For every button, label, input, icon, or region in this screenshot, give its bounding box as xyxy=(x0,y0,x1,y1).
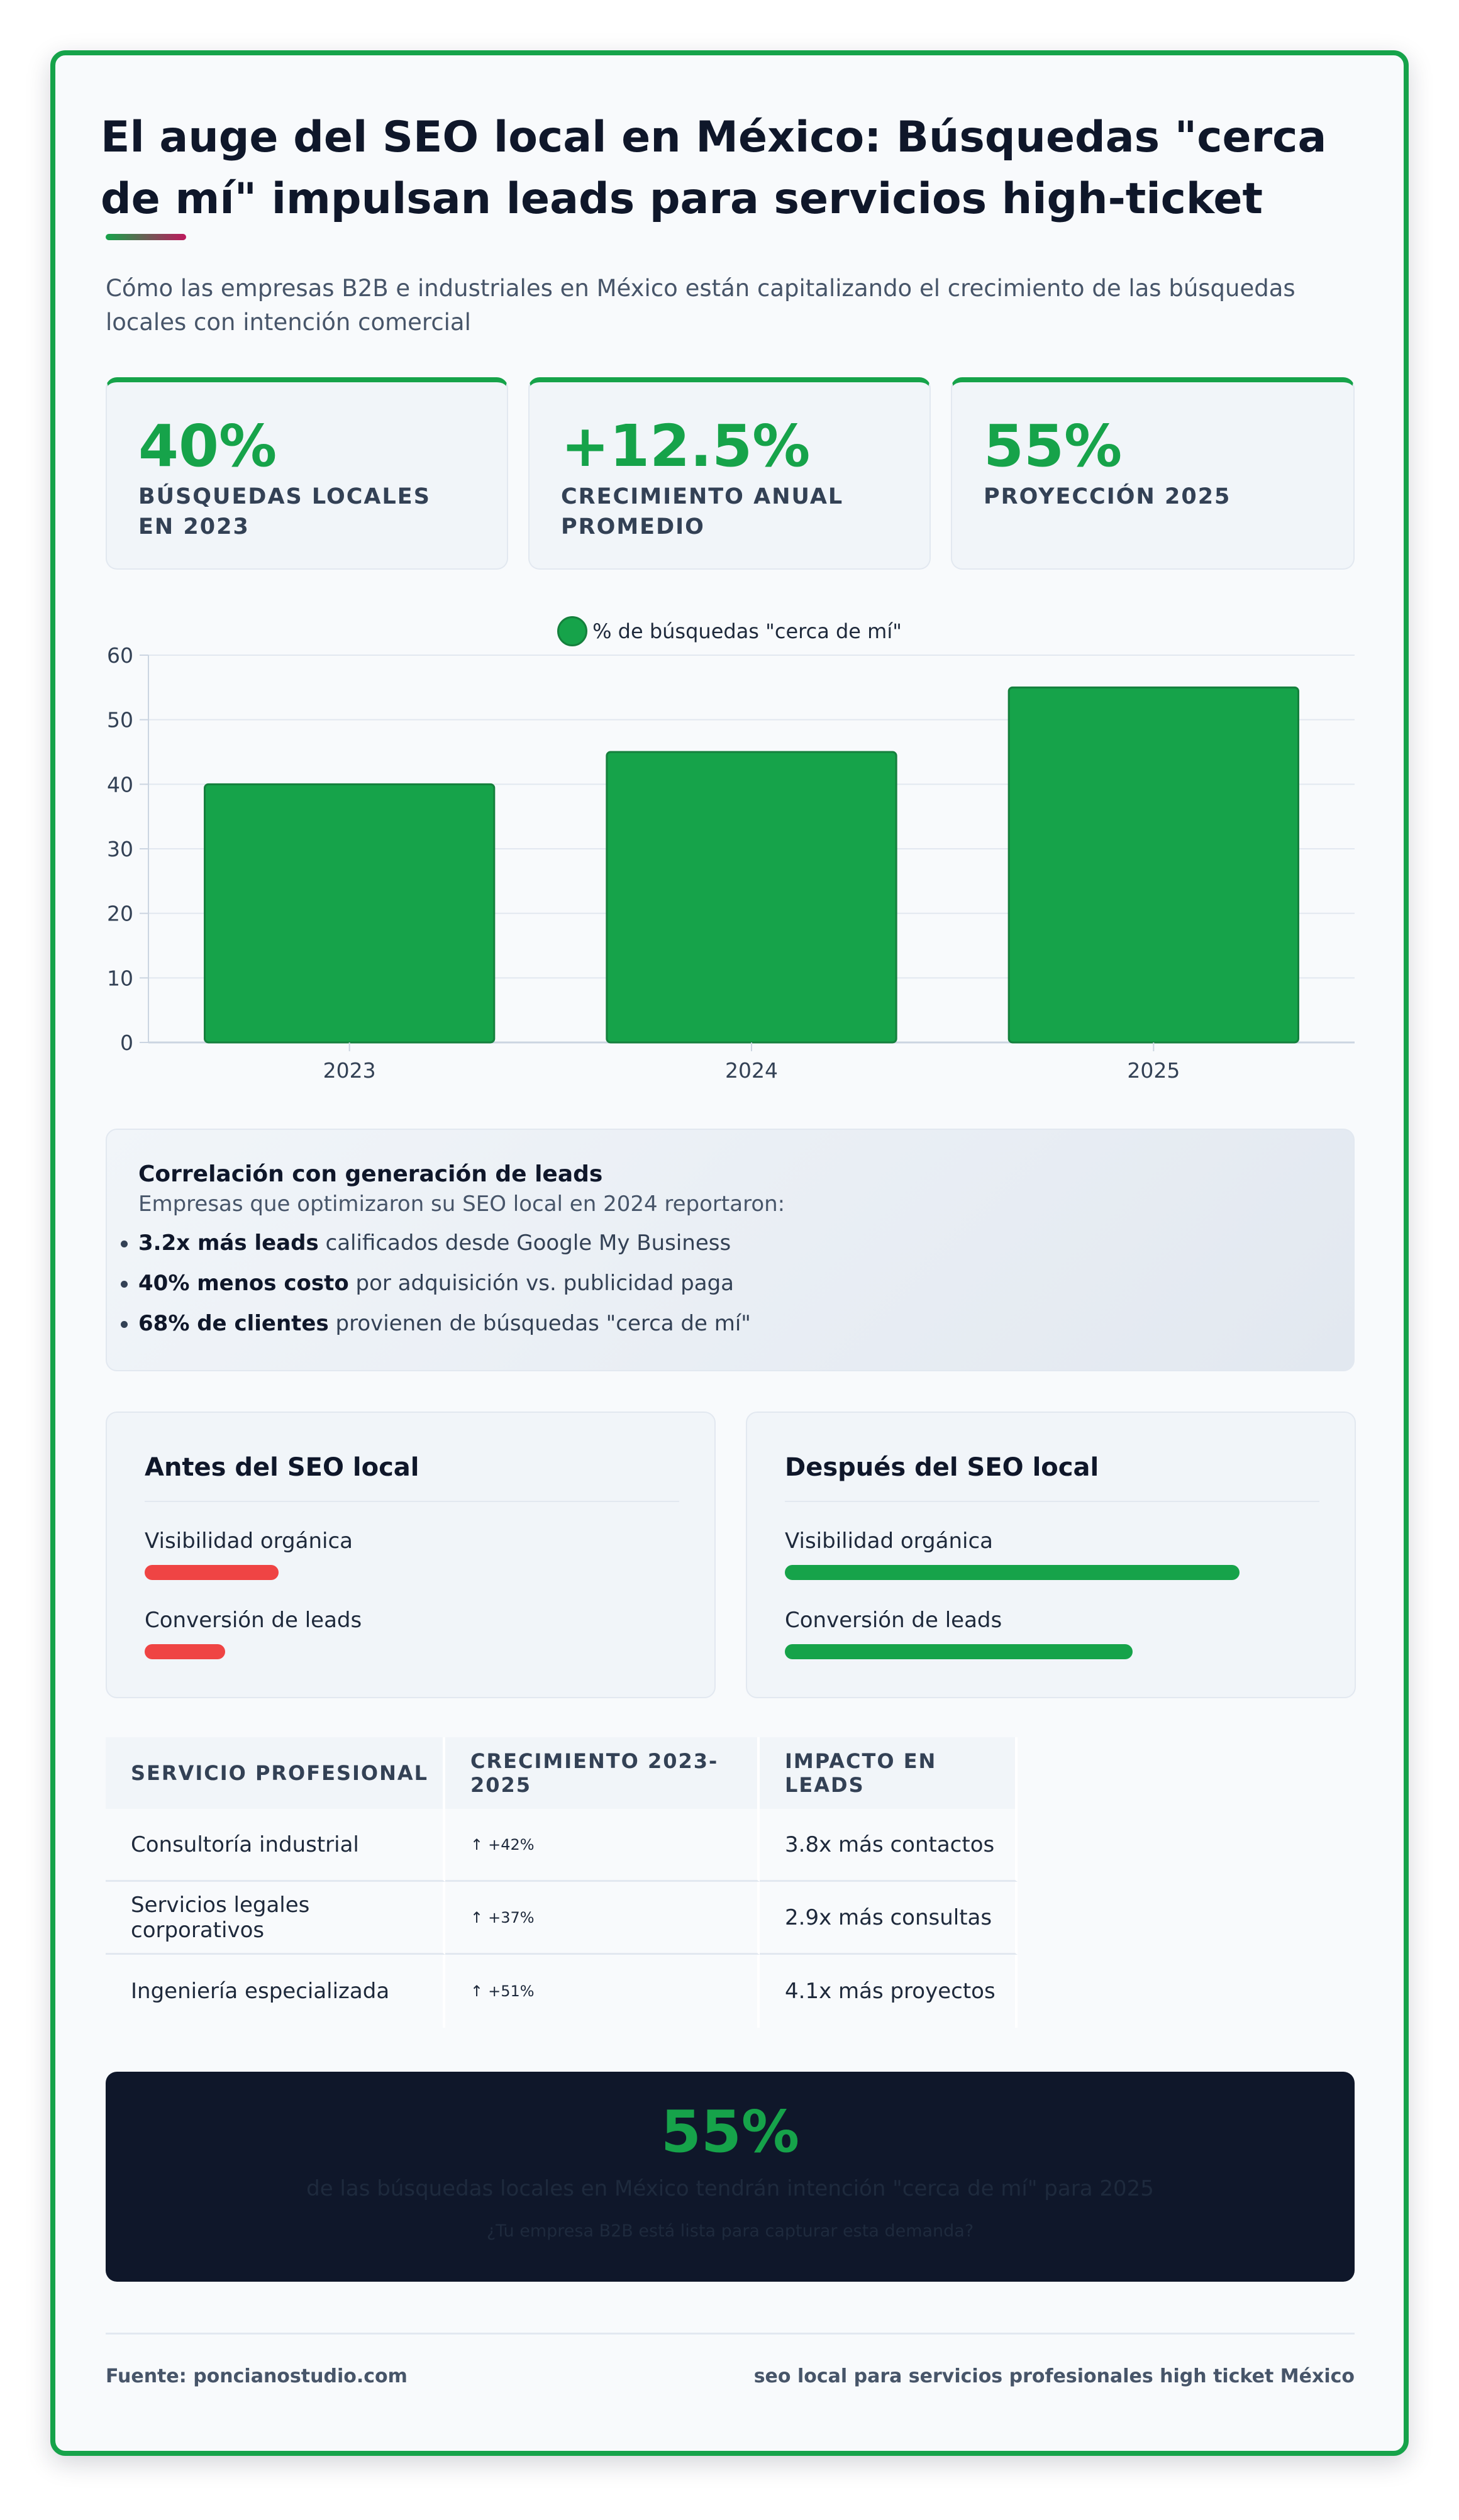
arrow-up-icon: ↑ xyxy=(470,1982,484,2000)
table-header-row: Servicio profesional Crecimiento 2023-20… xyxy=(106,1737,1018,1809)
y-tick-label: 40 xyxy=(107,772,133,797)
growth-value: +37% xyxy=(488,1908,535,1926)
table-row: Servicios legales corporativos ↑ +37% 2.9… xyxy=(106,1882,1018,1955)
stat-value: 40% xyxy=(138,412,277,480)
page-subtitle: Cómo las empresas B2B e industriales en … xyxy=(106,275,1295,336)
legend-label: % de búsquedas "cerca de mí" xyxy=(592,619,902,643)
list-item-text: calificados desde Google My Business xyxy=(318,1230,731,1256)
page-title: El auge del SEO local en México: Búsqued… xyxy=(101,113,1327,224)
metric-bar-before-conversion xyxy=(145,1644,225,1659)
growth-value: +51% xyxy=(488,1982,535,2000)
metric-bar-before-visibility xyxy=(145,1565,279,1580)
cta-question: ¿Tu empresa B2B está lista para capturar… xyxy=(486,2221,974,2241)
table-row: Consultoría industrial ↑ +42% 3.8x más co… xyxy=(106,1809,1018,1882)
metric-bar-after-conversion xyxy=(785,1644,1133,1659)
stat-card-projection-2025: 55% Proyección 2025 xyxy=(951,377,1355,570)
list-item-highlight: 40% menos costo xyxy=(138,1271,349,1296)
title-underline xyxy=(106,234,186,240)
correlation-box: Correlación con generación de leads Empr… xyxy=(106,1129,1355,1371)
service-cell: Servicios legales corporativos xyxy=(106,1882,445,1955)
metric-label: Conversión de leads xyxy=(145,1608,362,1633)
column-header: Impacto en leads xyxy=(760,1737,1018,1809)
column-header: Servicio profesional xyxy=(106,1737,445,1809)
bar-chart: 0 10 20 30 40 50 60 2023 2024 2025 xyxy=(107,643,1355,1083)
list-item-text: provienen de búsquedas "cerca de mí" xyxy=(328,1311,751,1336)
footer-source: Fuente: poncianostudio.com xyxy=(106,2365,408,2387)
column-header: Crecimiento 2023-2025 xyxy=(445,1737,760,1809)
stat-value: 55% xyxy=(984,412,1123,480)
growth-cell: ↑ +37% xyxy=(445,1882,760,1955)
y-tick-label: 60 xyxy=(107,643,133,668)
bar-2023 xyxy=(204,783,496,1044)
x-tick-label: 2025 xyxy=(1127,1058,1180,1083)
growth-cell: ↑ +42% xyxy=(445,1809,760,1882)
footer-divider xyxy=(106,2333,1355,2335)
table-row: Ingeniería especializada ↑ +51% 4.1x más … xyxy=(106,1955,1018,2028)
x-tick-label: 2023 xyxy=(323,1058,376,1083)
stat-label: Crecimiento anual promedio xyxy=(561,484,844,539)
list-item-highlight: 68% de clientes xyxy=(138,1311,329,1336)
y-tick-label: 50 xyxy=(107,708,133,732)
service-cell: Ingeniería especializada xyxy=(106,1955,445,2028)
y-tick-label: 0 xyxy=(120,1031,133,1055)
stat-value: +12.5% xyxy=(561,412,811,480)
arrow-up-icon: ↑ xyxy=(470,1908,484,1926)
y-tick-label: 20 xyxy=(107,902,133,926)
stat-label: Proyección 2025 xyxy=(984,484,1231,509)
growth-value: +42% xyxy=(488,1835,535,1854)
cta-description: de las búsquedas locales en México tendr… xyxy=(306,2176,1154,2201)
correlation-list: 3.2x más leads calificados desde Google … xyxy=(121,1223,751,1344)
stat-label: Búsquedas locales en 2023 xyxy=(138,484,431,539)
divider xyxy=(785,1501,1319,1502)
footer-keyword: seo local para servicios profesionales h… xyxy=(753,2365,1355,2387)
list-item-highlight: 3.2x más leads xyxy=(138,1230,319,1256)
stat-card-searches-2023: 40% Búsquedas locales en 2023 xyxy=(106,377,508,570)
list-item: 68% de clientes provienen de búsquedas "… xyxy=(121,1303,751,1344)
after-title: Después del SEO local xyxy=(785,1453,1099,1482)
metric-label: Conversión de leads xyxy=(785,1608,1002,1633)
impact-cell: 2.9x más consultas xyxy=(760,1882,1018,1955)
impact-cell: 4.1x más proyectos xyxy=(760,1955,1018,2028)
arrow-up-icon: ↑ xyxy=(470,1835,484,1854)
cta-stat: 55% xyxy=(660,2098,800,2165)
service-cell: Consultoría industrial xyxy=(106,1809,445,1882)
services-table: Servicio profesional Crecimiento 2023-20… xyxy=(106,1737,1018,2028)
y-tick-label: 30 xyxy=(107,837,133,861)
list-item: 3.2x más leads calificados desde Google … xyxy=(121,1223,751,1263)
stat-card-annual-growth: +12.5% Crecimiento anual promedio xyxy=(528,377,931,570)
metric-label: Visibilidad orgánica xyxy=(785,1528,993,1554)
before-seo-card: Antes del SEO local Visibilidad orgánica… xyxy=(106,1412,716,1698)
legend-swatch xyxy=(557,616,588,646)
chart-legend[interactable]: % de búsquedas "cerca de mí" xyxy=(0,616,1459,646)
list-item: 40% menos costo por adquisición vs. publ… xyxy=(121,1263,751,1303)
x-tick-label: 2024 xyxy=(725,1058,778,1083)
after-seo-card: Después del SEO local Visibilidad orgáni… xyxy=(746,1412,1356,1698)
cta-banner: 55% de las búsquedas locales en México t… xyxy=(106,2072,1355,2282)
before-title: Antes del SEO local xyxy=(145,1453,419,1482)
impact-cell: 3.8x más contactos xyxy=(760,1809,1018,1882)
metric-label: Visibilidad orgánica xyxy=(145,1528,353,1554)
correlation-intro: Empresas que optimizaron su SEO local en… xyxy=(138,1191,785,1217)
bar-2025 xyxy=(1007,686,1299,1044)
growth-cell: ↑ +51% xyxy=(445,1955,760,2028)
metric-bar-after-visibility xyxy=(785,1565,1240,1580)
divider xyxy=(145,1501,679,1502)
correlation-heading: Correlación con generación de leads xyxy=(138,1161,603,1187)
bar-2024 xyxy=(606,751,897,1044)
list-item-text: por adquisición vs. publicidad paga xyxy=(348,1271,734,1296)
y-tick-label: 10 xyxy=(107,966,133,990)
